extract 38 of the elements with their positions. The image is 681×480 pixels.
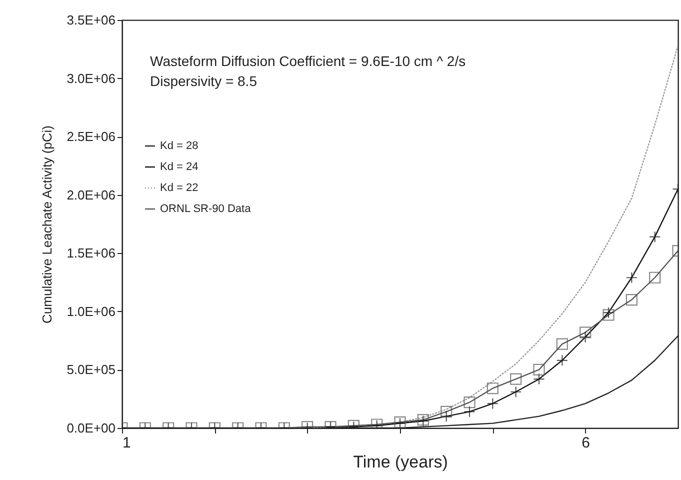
point — [533, 364, 545, 376]
point — [602, 306, 614, 318]
point — [649, 272, 661, 284]
y-tick-label: 3.0E+06 — [66, 70, 116, 86]
y-tick-label: 2.0E+06 — [66, 187, 116, 202]
point — [440, 406, 452, 418]
annotation: Dispersivity = 8.5 — [150, 73, 258, 89]
x-tick-label: 6 — [582, 434, 590, 452]
y-tick-label: 1.5E+06 — [66, 246, 116, 261]
point — [580, 331, 592, 343]
point — [510, 373, 522, 385]
point — [464, 396, 476, 408]
point — [602, 309, 614, 321]
point — [510, 386, 522, 398]
point — [486, 382, 498, 394]
point — [649, 231, 661, 243]
point — [626, 294, 638, 306]
x-tick-label: 1 — [122, 434, 131, 452]
legend-label: ORNL SR-90 Data — [160, 203, 252, 215]
y-tick-label: 3.5E+06 — [66, 12, 116, 28]
point — [626, 272, 638, 284]
point — [486, 398, 498, 410]
legend-label: Kd = 24 — [160, 161, 198, 173]
x-axis-title: Time (years) — [353, 452, 448, 472]
point — [464, 406, 476, 418]
annotation: Wasteform Diffusion Coefficient = 9.6E-10 cm ^ 2/s — [150, 53, 466, 69]
legend-label: Kd = 22 — [160, 182, 198, 194]
point — [556, 354, 568, 366]
y-tick-label: 1.0E+06 — [66, 304, 116, 319]
y-tick-label: 5.0E+05 — [66, 362, 116, 378]
y-axis-title: Cumulative Leachate Activity (pCi) — [40, 126, 55, 324]
y-tick-label: 2.5E+06 — [66, 129, 116, 144]
point — [556, 338, 568, 350]
y-tick-label: 0.0E+00 — [66, 420, 116, 436]
point — [440, 410, 452, 422]
point — [533, 373, 545, 385]
legend-label: Kd = 28 — [160, 140, 198, 152]
point — [580, 326, 592, 338]
